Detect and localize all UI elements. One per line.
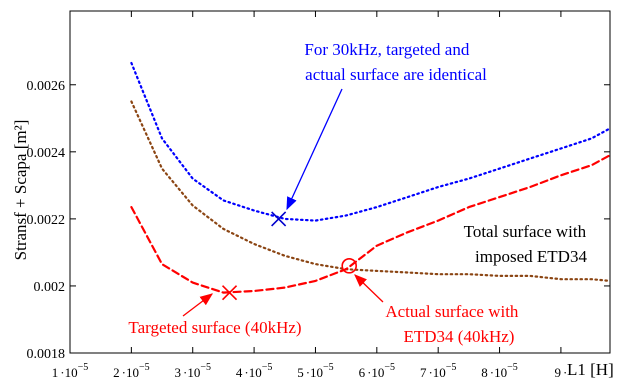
x-tick-dot: ·	[306, 365, 310, 380]
x-tick-base: 10	[126, 365, 139, 380]
x-tick-label: 2·10−5	[113, 362, 149, 380]
x-tick-mantissa: 2	[113, 365, 120, 380]
x-tick-exponent: −5	[446, 362, 457, 373]
x-tick-dot: ·	[428, 365, 432, 380]
x-tick-dot: ·	[244, 365, 248, 380]
x-tick-base: 10	[187, 365, 200, 380]
y-tick-label: 0.0018	[27, 347, 66, 362]
series-line-2	[130, 154, 612, 294]
x-tick-exponent: −5	[507, 362, 518, 373]
x-tick-label: 7·10−5	[420, 362, 456, 380]
x-tick-dot: ·	[367, 365, 371, 380]
x-tick-base: 10	[494, 365, 507, 380]
x-tick-mantissa: 6	[359, 365, 366, 380]
y-tick-label: 0.002	[34, 280, 66, 295]
x-tick-exponent: −5	[323, 362, 334, 373]
x-tick-label: 8·10−5	[481, 362, 517, 380]
y-tick-label: 0.0022	[27, 213, 66, 228]
series-layer	[130, 61, 612, 294]
annotation-targeted-surface: Targeted surface (40kHz)	[128, 318, 301, 337]
x-tick-label: 4·10−5	[236, 362, 272, 380]
arrow-30khz	[286, 88, 343, 211]
arrow-targeted-surface	[182, 293, 214, 317]
x-tick-dot: ·	[122, 365, 126, 380]
y-tick-label: 0.0026	[27, 79, 66, 94]
series-line-0	[130, 61, 612, 222]
x-tick-mantissa: 1	[52, 365, 59, 380]
x-tick-dot: ·	[183, 365, 187, 380]
red-x-marker-stroke-b	[221, 285, 238, 301]
x-axis-ticks: 1·10−5 2·10−5 3·10−5 4·10−5 5·10−5 6·10−5 7·10…	[52, 11, 567, 380]
x-tick-exponent: −5	[262, 362, 273, 373]
x-tick-base: 10	[65, 365, 78, 380]
red-x-marker	[221, 285, 238, 301]
blue-x-marker	[271, 211, 287, 227]
series-line-1	[130, 100, 612, 282]
x-tick-label: 3·10−5	[174, 362, 210, 380]
x-tick-mantissa: 5	[297, 365, 304, 380]
x-tick-mantissa: 4	[236, 365, 243, 380]
arrow-actual-surface	[354, 274, 384, 303]
x-tick-dot: ·	[563, 365, 567, 380]
marker-layer	[221, 211, 358, 301]
x-tick-label: 5·10−5	[297, 362, 333, 380]
x-tick-label: 6·10−5	[359, 362, 395, 380]
x-tick-exponent: −5	[78, 362, 89, 373]
x-tick-label: 1·10−5	[52, 362, 88, 380]
x-tick-base: 10	[433, 365, 446, 380]
x-tick-exponent: −5	[384, 362, 395, 373]
plot-area-frame	[69, 10, 611, 354]
y-tick-label: 0.0024	[27, 146, 66, 161]
x-tick-mantissa: 9	[554, 365, 561, 380]
annotation-actual-surface: Actual surface with ETD34 (40kHz)	[385, 302, 522, 346]
blue-x-marker-stroke-b	[271, 211, 287, 227]
y-axis-label: Stransf + Scapa [m²]	[11, 120, 30, 261]
annotation-30khz: For 30kHz, targeted and actual surface a…	[304, 40, 487, 84]
x-tick-dot: ·	[60, 365, 64, 380]
x-tick-base: 10	[310, 365, 323, 380]
x-axis-label: L1 [H]	[567, 360, 614, 379]
red-circle-marker	[341, 258, 358, 274]
x-tick-base: 10	[371, 365, 384, 380]
x-tick-mantissa: 7	[420, 365, 427, 380]
x-tick-base: 10	[249, 365, 262, 380]
x-tick-label: 9 ·	[554, 365, 567, 380]
annotation-total-surface: Total surface with imposed ETD34	[464, 222, 591, 266]
x-tick-dot: ·	[490, 365, 494, 380]
x-tick-exponent: −5	[139, 362, 150, 373]
y-axis-ticks: 0.0018 0.002 0.0022 0.0024 0.0026	[27, 79, 610, 362]
x-tick-mantissa: 3	[174, 365, 181, 380]
x-tick-mantissa: 8	[481, 365, 488, 380]
x-tick-exponent: −5	[200, 362, 211, 373]
